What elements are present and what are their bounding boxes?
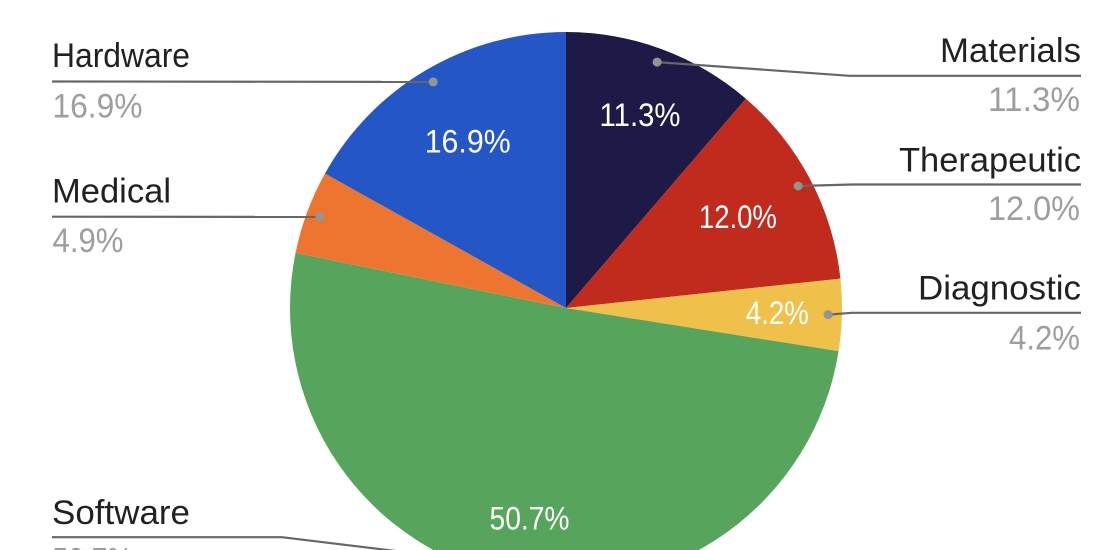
svg-text:Medical: Medical (52, 173, 171, 211)
svg-text:4.2%: 4.2% (746, 295, 809, 331)
svg-text:16.9%: 16.9% (53, 87, 143, 125)
svg-text:50.7%: 50.7% (490, 501, 570, 537)
svg-text:11.3%: 11.3% (600, 97, 681, 133)
svg-text:11.3%: 11.3% (988, 81, 1080, 119)
svg-text:4.2%: 4.2% (1009, 319, 1080, 357)
svg-text:Software: Software (52, 494, 190, 532)
svg-text:16.9%: 16.9% (425, 123, 511, 159)
svg-text:Diagnostic: Diagnostic (918, 270, 1081, 308)
svg-text:50.7%: 50.7% (53, 542, 133, 550)
svg-text:Hardware: Hardware (52, 37, 190, 75)
svg-text:Materials: Materials (940, 32, 1081, 70)
svg-text:12.0%: 12.0% (699, 199, 777, 235)
svg-text:12.0%: 12.0% (988, 190, 1080, 228)
svg-text:4.9%: 4.9% (53, 222, 124, 260)
svg-text:Therapeutic: Therapeutic (899, 141, 1081, 179)
